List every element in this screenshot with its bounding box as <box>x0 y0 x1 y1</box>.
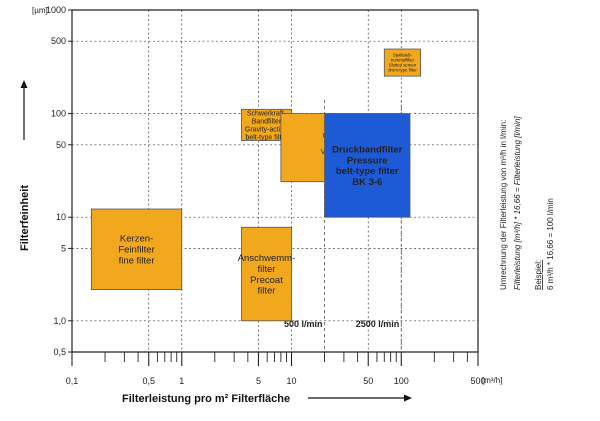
y-tick-label-5: 5 <box>61 243 66 253</box>
region-label-precoat-0: Anschwemm- <box>238 253 296 264</box>
note-line-4: 6 m³/h * 16,66 = 100 l/min <box>546 198 555 290</box>
x-axis-title: Filterleistung pro m² Filterfläche <box>122 393 290 405</box>
x-tick-label-4: 10 <box>287 376 297 386</box>
x-unit-label: [m³/h] <box>482 376 502 385</box>
x-tick-label-6: 100 <box>394 376 409 386</box>
region-label-candle-2: fine filter <box>119 256 155 267</box>
region-label-slotted-1: trommelfilter <box>391 58 415 63</box>
region-box-precoat <box>241 226 292 322</box>
axes <box>71 9 479 353</box>
region-label-slotted-0: Spaltsieb- <box>393 53 413 58</box>
y-tick-label-4: 10 <box>56 212 66 222</box>
x-tick-label-3: 5 <box>256 376 261 386</box>
y-tick-label-0: 1000 <box>46 5 66 15</box>
conversion-note: Umrechnung der Filterleistung von m³/h i… <box>499 116 555 290</box>
note-line-1: Umrechnung der Filterleistung von m³/h i… <box>499 120 508 290</box>
region-label-pressure-3: BK 3-6 <box>352 177 382 188</box>
y-axis-title: Filterfeinheit <box>19 185 31 251</box>
region-label-gravity-3: belt-type filter <box>245 134 288 141</box>
y-tick-label-1: 500 <box>51 36 66 46</box>
region-label-precoat-3: filter <box>258 286 276 297</box>
region-label-pressure-1: Pressure <box>347 155 388 166</box>
region-box-slotted <box>383 48 422 77</box>
region-box-pressure <box>324 113 411 218</box>
region-box-candle <box>90 208 183 291</box>
y-axis-arrowhead <box>20 80 28 88</box>
region-label-precoat-2: Precoat <box>250 275 283 286</box>
region-label-gravity-2: Gravity-action <box>245 126 288 133</box>
region-label-pressure-0: Druckbandfilter <box>332 144 403 155</box>
region-label-gravity-0: Schwerkraft- <box>247 110 287 117</box>
y-tick-label-6: 1,0 <box>53 316 66 326</box>
x-tick-label-5: 50 <box>363 376 373 386</box>
x-tick-label-7: 500 <box>470 376 485 386</box>
note-line-3: Beispiel: <box>534 260 543 290</box>
region-label-slotted-3: drum-type filter <box>388 68 417 73</box>
x-axis-arrowhead <box>404 394 412 402</box>
marker-label-0: 500 l/min <box>284 319 323 329</box>
filter-regions: Schwerkraft-BandfilterGravity-actionbelt… <box>90 48 422 322</box>
y-unit-label: [µm] <box>32 6 48 15</box>
region-label-gravity-1: Bandfilter <box>252 118 282 125</box>
x-tick-label-1: 0,5 <box>142 376 155 386</box>
y-tick-label-2: 100 <box>51 109 66 119</box>
y-tick-labels: 1000 500 100 50 10 5 1,0 0,5 <box>46 5 72 357</box>
region-label-pressure-2: belt-type filter <box>336 166 399 177</box>
x-tick-labels: 0,1 0,5 1 5 10 50 100 500 <box>66 352 486 386</box>
region-label-candle-1: Feinfilter <box>118 245 154 256</box>
marker-label-1: 2500 l/min <box>356 319 400 329</box>
y-axis-title-group: Filterfeinheit <box>19 185 31 251</box>
y-tick-label-7: 0,5 <box>53 347 66 357</box>
region-label-precoat-1: filter <box>258 264 276 275</box>
x-tick-label-2: 1 <box>179 376 184 386</box>
region-label-slotted-2: Slotted screen <box>389 63 417 68</box>
x-tick-label-0: 0,1 <box>66 376 79 386</box>
note-line-2: Filterleistung [m³/h] * 16,66 = Filterle… <box>513 116 522 290</box>
region-label-candle-0: Kerzen- <box>120 234 153 245</box>
y-tick-label-3: 50 <box>56 140 66 150</box>
